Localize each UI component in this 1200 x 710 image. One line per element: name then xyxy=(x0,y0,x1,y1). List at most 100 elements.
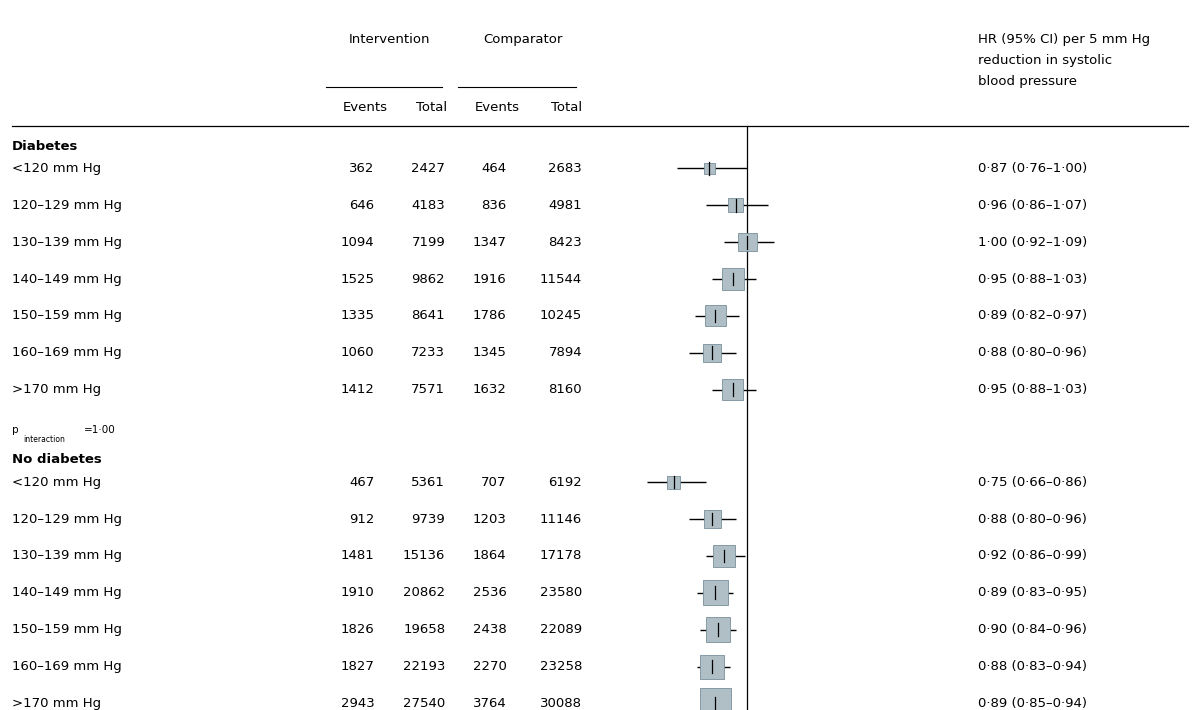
Text: 1203: 1203 xyxy=(473,513,506,525)
Text: 467: 467 xyxy=(349,476,374,488)
Text: 1412: 1412 xyxy=(341,383,374,396)
Text: 11146: 11146 xyxy=(540,513,582,525)
Text: 160–169 mm Hg: 160–169 mm Hg xyxy=(12,346,121,359)
Text: 0·95 (0·88–1·03): 0·95 (0·88–1·03) xyxy=(978,383,1087,396)
Text: 1·00 (0·92–1·09): 1·00 (0·92–1·09) xyxy=(978,236,1087,248)
Text: 17178: 17178 xyxy=(540,550,582,562)
Text: 0·89 (0·85–0·94): 0·89 (0·85–0·94) xyxy=(978,697,1087,710)
Text: 3764: 3764 xyxy=(473,697,506,710)
Text: interaction: interaction xyxy=(23,435,65,444)
Text: Total: Total xyxy=(416,102,448,114)
Text: 0·88 (0·83–0·94): 0·88 (0·83–0·94) xyxy=(978,660,1087,673)
Text: <120 mm Hg: <120 mm Hg xyxy=(12,476,101,488)
Text: 0·96 (0·86–1·07): 0·96 (0·86–1·07) xyxy=(978,199,1087,212)
Text: <120 mm Hg: <120 mm Hg xyxy=(12,162,101,175)
Text: 19658: 19658 xyxy=(403,623,445,636)
Text: 5361: 5361 xyxy=(412,476,445,488)
Text: 1910: 1910 xyxy=(341,586,374,599)
Text: 464: 464 xyxy=(481,162,506,175)
Text: Comparator: Comparator xyxy=(484,33,563,45)
Text: Diabetes: Diabetes xyxy=(12,141,78,153)
Text: 1916: 1916 xyxy=(473,273,506,285)
Text: 7233: 7233 xyxy=(412,346,445,359)
Text: 22089: 22089 xyxy=(540,623,582,636)
Text: 2943: 2943 xyxy=(341,697,374,710)
Text: 4981: 4981 xyxy=(548,199,582,212)
Text: 362: 362 xyxy=(349,162,374,175)
Text: 912: 912 xyxy=(349,513,374,525)
FancyBboxPatch shape xyxy=(703,344,721,362)
Text: Events: Events xyxy=(474,102,520,114)
Text: 1094: 1094 xyxy=(341,236,374,248)
Text: 0·92 (0·86–0·99): 0·92 (0·86–0·99) xyxy=(978,550,1087,562)
Text: 22193: 22193 xyxy=(403,660,445,673)
Text: 0·87 (0·76–1·00): 0·87 (0·76–1·00) xyxy=(978,162,1087,175)
Text: 6192: 6192 xyxy=(548,476,582,488)
Text: blood pressure: blood pressure xyxy=(978,75,1078,88)
Text: 8641: 8641 xyxy=(412,310,445,322)
Text: 9739: 9739 xyxy=(412,513,445,525)
Text: p: p xyxy=(12,425,19,435)
Text: 1786: 1786 xyxy=(473,310,506,322)
Text: 0·89 (0·82–0·97): 0·89 (0·82–0·97) xyxy=(978,310,1087,322)
Text: 2270: 2270 xyxy=(473,660,506,673)
FancyBboxPatch shape xyxy=(721,268,744,290)
Text: Events: Events xyxy=(342,102,388,114)
Text: Intervention: Intervention xyxy=(349,33,431,45)
Text: 8423: 8423 xyxy=(548,236,582,248)
Text: 1525: 1525 xyxy=(341,273,374,285)
Text: 1335: 1335 xyxy=(341,310,374,322)
Text: Total: Total xyxy=(551,102,582,114)
Text: 120–129 mm Hg: 120–129 mm Hg xyxy=(12,513,122,525)
Text: 1864: 1864 xyxy=(473,550,506,562)
Text: 0·75 (0·66–0·86): 0·75 (0·66–0·86) xyxy=(978,476,1087,488)
FancyBboxPatch shape xyxy=(728,198,743,212)
Text: 1827: 1827 xyxy=(341,660,374,673)
Text: 27540: 27540 xyxy=(403,697,445,710)
Text: 8160: 8160 xyxy=(548,383,582,396)
Text: 23580: 23580 xyxy=(540,586,582,599)
FancyBboxPatch shape xyxy=(713,545,734,567)
Text: 15136: 15136 xyxy=(403,550,445,562)
Text: 4183: 4183 xyxy=(412,199,445,212)
Text: 11544: 11544 xyxy=(540,273,582,285)
Text: reduction in systolic: reduction in systolic xyxy=(978,54,1112,67)
Text: 7894: 7894 xyxy=(548,346,582,359)
Text: >170 mm Hg: >170 mm Hg xyxy=(12,383,101,396)
Text: 23258: 23258 xyxy=(540,660,582,673)
Text: 9862: 9862 xyxy=(412,273,445,285)
Text: 140–149 mm Hg: 140–149 mm Hg xyxy=(12,273,121,285)
Text: 1345: 1345 xyxy=(473,346,506,359)
Text: 150–159 mm Hg: 150–159 mm Hg xyxy=(12,310,122,322)
Text: 836: 836 xyxy=(481,199,506,212)
Text: 120–129 mm Hg: 120–129 mm Hg xyxy=(12,199,122,212)
Text: 2427: 2427 xyxy=(412,162,445,175)
Text: 2536: 2536 xyxy=(473,586,506,599)
Text: HR (95% CI) per 5 mm Hg: HR (95% CI) per 5 mm Hg xyxy=(978,33,1150,45)
FancyBboxPatch shape xyxy=(722,379,743,400)
FancyBboxPatch shape xyxy=(704,305,726,327)
Text: 1632: 1632 xyxy=(473,383,506,396)
Text: >170 mm Hg: >170 mm Hg xyxy=(12,697,101,710)
FancyBboxPatch shape xyxy=(700,655,725,679)
FancyBboxPatch shape xyxy=(703,510,721,528)
Text: 7199: 7199 xyxy=(412,236,445,248)
Text: 0·90 (0·84–0·96): 0·90 (0·84–0·96) xyxy=(978,623,1087,636)
FancyBboxPatch shape xyxy=(700,688,731,710)
Text: 10245: 10245 xyxy=(540,310,582,322)
Text: 140–149 mm Hg: 140–149 mm Hg xyxy=(12,586,121,599)
Text: 20862: 20862 xyxy=(403,586,445,599)
FancyBboxPatch shape xyxy=(738,233,757,251)
Text: 0·89 (0·83–0·95): 0·89 (0·83–0·95) xyxy=(978,586,1087,599)
Text: 646: 646 xyxy=(349,199,374,212)
Text: 7571: 7571 xyxy=(412,383,445,396)
Text: 2438: 2438 xyxy=(473,623,506,636)
Text: 1060: 1060 xyxy=(341,346,374,359)
Text: 130–139 mm Hg: 130–139 mm Hg xyxy=(12,550,122,562)
Text: 2683: 2683 xyxy=(548,162,582,175)
Text: 1481: 1481 xyxy=(341,550,374,562)
FancyBboxPatch shape xyxy=(702,580,727,606)
Text: 1347: 1347 xyxy=(473,236,506,248)
FancyBboxPatch shape xyxy=(706,618,731,642)
Text: 707: 707 xyxy=(481,476,506,488)
